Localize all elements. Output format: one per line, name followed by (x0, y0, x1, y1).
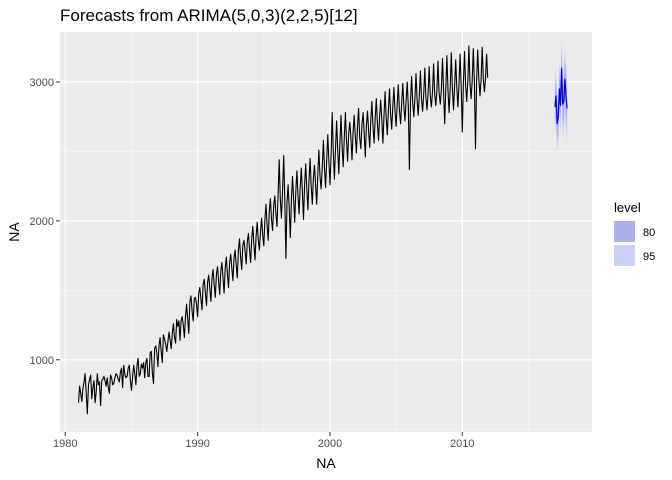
forecast-series-line (554, 67, 568, 125)
chart-title: Forecasts from ARIMA(5,0,3)(2,2,5)[12] (60, 6, 358, 25)
axis-ticks: 1980 1990 2000 2010 1000 2000 3000 (30, 77, 475, 450)
legend-label-95: 95 (643, 251, 655, 263)
y-tick-label: 1000 (30, 355, 54, 367)
x-tick-label: 2010 (450, 438, 474, 450)
series-lines (77, 45, 568, 415)
legend: level 80 95 (614, 200, 655, 266)
x-tick-label: 1990 (185, 438, 209, 450)
observed-series-line (77, 45, 489, 415)
y-tick-label: 2000 (30, 216, 54, 228)
legend-title: level (614, 200, 641, 215)
legend-key-80 (614, 221, 635, 242)
grid-lines (60, 32, 592, 432)
legend-label-80: 80 (643, 227, 655, 239)
x-tick-label: 1980 (53, 438, 77, 450)
y-tick-label: 3000 (30, 77, 54, 89)
plot-panel (60, 32, 592, 432)
y-axis-title: NA (6, 222, 22, 242)
x-axis-title: NA (316, 455, 336, 471)
legend-key-95 (614, 245, 635, 266)
x-tick-label: 2000 (318, 438, 342, 450)
